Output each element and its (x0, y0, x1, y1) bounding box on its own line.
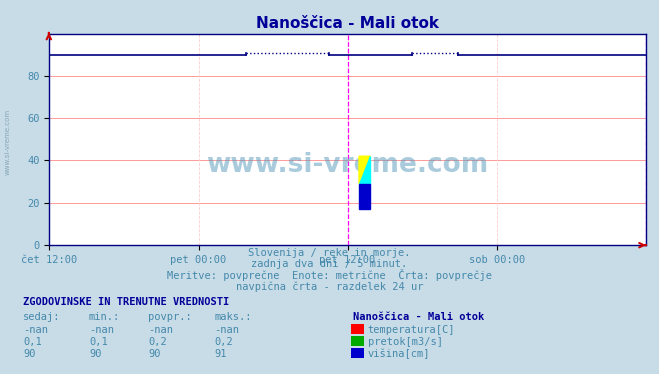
Text: 0,1: 0,1 (23, 337, 42, 347)
Text: 0,1: 0,1 (89, 337, 107, 347)
Text: 90: 90 (89, 349, 101, 359)
Text: zadnja dva dni / 5 minut.: zadnja dva dni / 5 minut. (251, 260, 408, 269)
Text: ZGODOVINSKE IN TRENUTNE VREDNOSTI: ZGODOVINSKE IN TRENUTNE VREDNOSTI (23, 297, 229, 307)
Text: Meritve: povprečne  Enote: metrične  Črta: povprečje: Meritve: povprečne Enote: metrične Črta:… (167, 269, 492, 280)
Bar (359, 184, 370, 209)
Polygon shape (359, 156, 370, 184)
Text: 0,2: 0,2 (148, 337, 167, 347)
Text: temperatura[C]: temperatura[C] (368, 325, 455, 335)
Text: www.si-vreme.com: www.si-vreme.com (206, 152, 489, 178)
Text: -nan: -nan (89, 325, 114, 335)
Text: povpr.:: povpr.: (148, 312, 192, 322)
Text: 90: 90 (23, 349, 36, 359)
Text: višina[cm]: višina[cm] (368, 349, 430, 359)
Text: Nanoščica - Mali otok: Nanoščica - Mali otok (353, 312, 484, 322)
Text: Slovenija / reke in morje.: Slovenija / reke in morje. (248, 248, 411, 258)
Text: www.si-vreme.com: www.si-vreme.com (5, 109, 11, 175)
Title: Nanoščica - Mali otok: Nanoščica - Mali otok (256, 16, 439, 31)
Text: 0,2: 0,2 (214, 337, 233, 347)
Polygon shape (359, 156, 370, 184)
Text: sedaj:: sedaj: (23, 312, 61, 322)
Text: navpična črta - razdelek 24 ur: navpična črta - razdelek 24 ur (236, 281, 423, 292)
Text: 90: 90 (148, 349, 161, 359)
Text: -nan: -nan (148, 325, 173, 335)
Text: 91: 91 (214, 349, 227, 359)
Text: maks.:: maks.: (214, 312, 252, 322)
Text: -nan: -nan (214, 325, 239, 335)
Text: pretok[m3/s]: pretok[m3/s] (368, 337, 443, 347)
Text: min.:: min.: (89, 312, 120, 322)
Text: -nan: -nan (23, 325, 48, 335)
